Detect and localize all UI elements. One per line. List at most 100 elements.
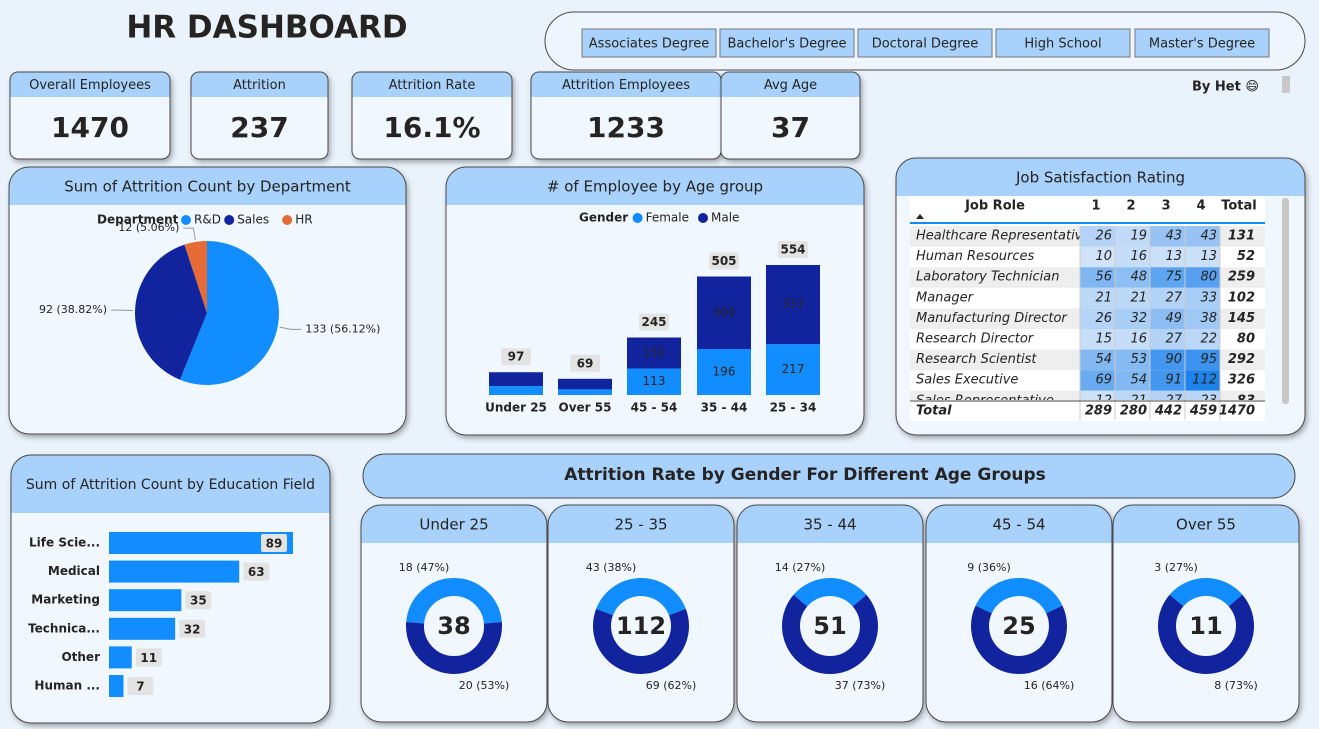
slicer-button[interactable] [857,28,993,58]
total-label: 69 [577,356,594,370]
value-label: 35 [190,594,207,608]
cell-value: 19 [1130,229,1147,244]
heat-cell [1185,267,1220,288]
slicer-button[interactable] [581,28,717,58]
total-value: 1470 [1219,404,1255,419]
heat-cell [1150,267,1185,288]
slicer-option[interactable]: Bachelor's Degree [728,37,847,52]
dashboard-title: HR DASHBOARD [126,10,407,46]
y-tick-label: Other [61,650,100,664]
cell-value: 12 [1095,393,1112,408]
heat-cell [1115,390,1150,400]
cell-value: 22 [1200,332,1217,347]
donut-segment [971,605,1067,674]
cell-value: 326 [1228,373,1255,388]
data-label: 20 (53%) [459,679,510,692]
donut-segment [782,594,878,674]
slicer-option[interactable]: Associates Degree [589,37,709,52]
cell-value: 33 [1200,290,1217,305]
slicer-button[interactable] [719,28,855,58]
cell-value: 292 [1228,352,1255,367]
y-tick-label: Human ... [34,679,100,693]
card-body [11,455,330,723]
cell-value: 54 [1130,373,1147,388]
cell-value: 27 [1165,332,1182,347]
data-label: 12 (5.06%) [118,221,179,234]
card-border [8,166,407,435]
value-label: 7 [136,680,144,694]
heat-cell [1080,287,1115,309]
card-header [352,84,512,97]
card-title: Over 55 [1176,516,1236,534]
value-label-box [261,534,287,552]
cell-value: 21 [1130,290,1147,305]
cell-value: 80 [1200,270,1217,285]
segment-label: 132 [643,345,666,359]
slicer-option[interactable]: Master's Degree [1149,37,1255,52]
bar [109,646,132,669]
card-title: Avg Age [764,78,817,93]
cell-value: 83 [1237,393,1255,408]
heat-cell [1185,349,1220,371]
data-label: 9 (36%) [967,561,1011,574]
data-label: 18 (47%) [399,561,450,574]
kpi-card: Avg Age 37 [720,71,861,160]
slicer-option[interactable]: Doctoral Degree [872,37,979,52]
column-segment [489,386,543,395]
card-header [11,484,330,513]
legend-marker [224,215,235,225]
cell-value: 16 [1130,332,1147,347]
kpi-value: 1233 [587,111,665,144]
heat-cell [1115,226,1150,247]
pie-card: Sum of Attrition Count by Department Depa… [8,166,407,435]
pie-slice [184,241,207,313]
cell-value: 75 [1165,270,1182,285]
y-tick-label: Marketing [31,593,100,607]
total-value: Total [916,404,952,419]
column-header: 4 [1196,199,1205,214]
slicer-button[interactable] [1134,28,1270,58]
heat-cell [1080,308,1115,329]
card-border [1112,504,1300,723]
heat-cell [1115,246,1150,268]
value-label: 32 [184,622,201,636]
donut-segment [406,578,502,624]
card-header [737,524,923,543]
donut-total: 11 [1189,612,1222,640]
column-header: 1 [1091,199,1100,214]
card-title: Sum of Attrition Count by Department [64,178,351,196]
heat-cell [1185,287,1220,309]
slicer-option[interactable]: High School [1024,37,1101,52]
legend-marker [282,215,293,225]
column-segment [766,265,820,345]
cell-value: 91 [1165,373,1182,388]
legend-label: Male [711,211,739,225]
slicer-button[interactable] [995,28,1131,58]
segment-label: 217 [782,362,805,376]
heat-cell [1185,308,1220,329]
cell-value: 21 [1130,393,1147,408]
leader-line [279,326,302,330]
table-body: Healthcare Representative 26 19 43 43 131 Huma… [910,226,1265,408]
card-header [548,524,734,543]
bar [109,617,176,640]
heat-cell [1185,390,1220,400]
heat-cell [1150,390,1185,400]
total-label: 245 [641,315,666,329]
donut-segment [793,578,867,607]
total-label: 554 [780,243,805,257]
total-label: 505 [711,254,736,268]
sort-arrow [916,214,924,219]
card-border [736,504,924,723]
heat-cell [1150,287,1185,309]
heat-cell [1080,370,1115,391]
cell-value: 145 [1228,311,1255,326]
data-label: 8 (73%) [1214,679,1258,692]
data-label: 133 (56.12%) [305,322,380,335]
bar [109,589,182,612]
cell-value: 26 [1095,311,1112,326]
data-label: 37 (73%) [835,679,886,692]
card-border [10,454,331,724]
x-tick-label: 45 - 54 [631,401,678,415]
